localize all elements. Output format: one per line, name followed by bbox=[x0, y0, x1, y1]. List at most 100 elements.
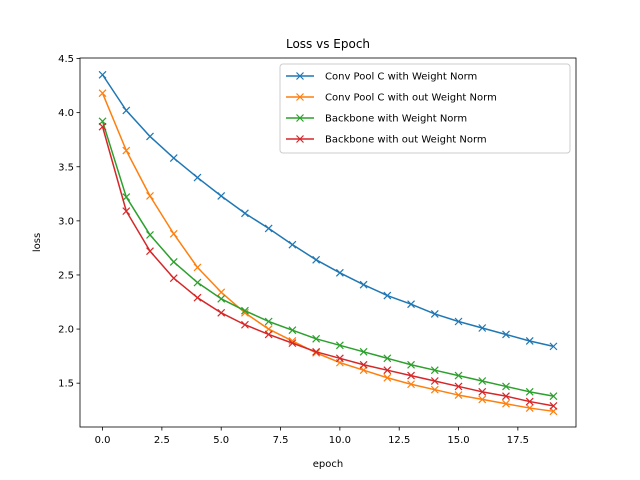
legend-marker bbox=[296, 72, 304, 80]
data-point bbox=[407, 380, 415, 389]
data-point bbox=[335, 354, 344, 363]
y-tick-label: 3.5 bbox=[58, 162, 74, 173]
x-tick-label: 12.5 bbox=[388, 435, 410, 446]
legend-box bbox=[279, 63, 571, 154]
data-point bbox=[217, 294, 226, 303]
data-point bbox=[312, 255, 321, 264]
legend-marker bbox=[296, 114, 304, 122]
legend-item: Backbone with Weight Norm bbox=[286, 114, 467, 125]
chart-title: Loss vs Epoch bbox=[286, 37, 370, 51]
data-point bbox=[525, 404, 534, 412]
data-point bbox=[359, 280, 368, 289]
data-point bbox=[98, 70, 107, 79]
data-point bbox=[241, 306, 249, 315]
data-point bbox=[264, 330, 273, 339]
data-point bbox=[241, 209, 249, 218]
data-point bbox=[288, 326, 297, 335]
data-point bbox=[430, 366, 439, 375]
data-point bbox=[549, 392, 558, 401]
data-point bbox=[383, 291, 392, 300]
data-point bbox=[430, 385, 439, 394]
data-point bbox=[478, 324, 487, 332]
data-point bbox=[98, 89, 107, 98]
x-tick-label: 17.5 bbox=[507, 435, 529, 446]
data-point bbox=[169, 229, 178, 238]
data-point bbox=[312, 334, 321, 343]
data-point bbox=[454, 391, 463, 400]
x-tick-label: 2.5 bbox=[154, 435, 170, 446]
legend-label: Backbone with out Weight Norm bbox=[325, 135, 487, 146]
data-point bbox=[335, 268, 344, 277]
legend-marker bbox=[296, 135, 304, 143]
data-point bbox=[407, 371, 415, 380]
data-point bbox=[288, 339, 297, 348]
data-point bbox=[478, 395, 487, 404]
series-line bbox=[101, 121, 554, 397]
data-point bbox=[383, 354, 392, 363]
data-point bbox=[146, 247, 154, 256]
y-tick-label: 2.0 bbox=[58, 325, 74, 336]
data-point bbox=[502, 382, 510, 391]
data-point bbox=[525, 397, 534, 406]
data-point bbox=[122, 207, 131, 216]
data-point bbox=[217, 192, 226, 200]
data-point bbox=[454, 371, 463, 380]
y-tick-label: 1.5 bbox=[58, 379, 74, 390]
data-point bbox=[478, 387, 487, 396]
x-axis-label: epoch bbox=[313, 459, 343, 470]
series-line bbox=[101, 92, 554, 413]
data-point bbox=[525, 387, 534, 396]
data-point bbox=[193, 293, 202, 302]
data-point bbox=[146, 192, 154, 200]
series-conv-pool-c-with-weight-norm bbox=[98, 70, 558, 351]
data-point bbox=[383, 373, 392, 382]
data-point bbox=[502, 330, 510, 339]
y-tick-label: 3.0 bbox=[58, 216, 74, 227]
legend-marker bbox=[296, 93, 304, 101]
legend-item: Backbone with out Weight Norm bbox=[286, 135, 487, 146]
data-point bbox=[146, 231, 154, 239]
data-point bbox=[407, 300, 415, 309]
series-line bbox=[101, 126, 554, 407]
x-tick-label: 10.0 bbox=[329, 435, 351, 446]
series-line bbox=[101, 74, 554, 348]
legend: Conv Pool C with Weight Norm Conv Pool C … bbox=[279, 63, 571, 154]
legend-label: Backbone with Weight Norm bbox=[325, 114, 467, 125]
data-point bbox=[169, 274, 178, 283]
data-point bbox=[122, 146, 131, 155]
data-point bbox=[359, 360, 368, 369]
plot-area bbox=[98, 70, 558, 416]
data-point bbox=[454, 382, 463, 391]
series-backbone-with-weight-norm bbox=[98, 117, 558, 401]
data-point bbox=[335, 341, 344, 350]
y-tick-label: 2.5 bbox=[58, 270, 74, 281]
data-point bbox=[549, 401, 558, 410]
data-point bbox=[383, 366, 392, 375]
data-point bbox=[122, 193, 131, 201]
data-point bbox=[430, 309, 439, 318]
data-point bbox=[502, 399, 510, 408]
data-point bbox=[478, 377, 487, 385]
data-point bbox=[241, 308, 249, 317]
x-tick-label: 5.0 bbox=[213, 435, 229, 446]
data-point bbox=[193, 173, 202, 182]
legend-label: Conv Pool C with out Weight Norm bbox=[325, 93, 497, 104]
legend-label: Conv Pool C with Weight Norm bbox=[325, 72, 477, 83]
data-point bbox=[264, 224, 273, 233]
data-point bbox=[525, 337, 534, 345]
y-axis: 1.5 2.0 2.5 3.0 3.5 4.0 4.5 bbox=[58, 54, 80, 390]
data-point bbox=[502, 392, 510, 401]
data-point bbox=[549, 342, 558, 351]
data-point bbox=[169, 258, 178, 266]
data-point bbox=[359, 347, 368, 356]
axes-frame bbox=[79, 57, 577, 428]
data-point bbox=[217, 288, 226, 297]
data-point bbox=[241, 320, 249, 329]
data-point bbox=[312, 347, 321, 356]
data-point bbox=[430, 377, 439, 385]
x-axis: 0.0 2.5 5.0 7.5 10.0 12.5 15.0 17.5 bbox=[95, 427, 529, 446]
x-tick-label: 7.5 bbox=[273, 435, 289, 446]
data-point bbox=[288, 240, 297, 249]
data-point bbox=[454, 317, 463, 326]
